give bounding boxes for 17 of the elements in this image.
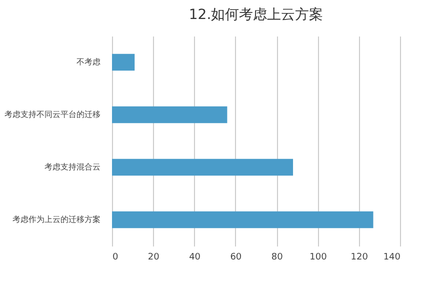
bar <box>112 54 135 71</box>
x-tick-label: 20 <box>148 252 160 262</box>
y-tick-label: 考虑支持混合云 <box>44 162 100 172</box>
bar <box>112 158 294 176</box>
x-tick-label: 140 <box>383 252 401 262</box>
x-tick-label: 80 <box>271 252 284 262</box>
y-tick-label: 不考虑 <box>76 57 100 66</box>
x-tick-label: 120 <box>350 252 368 262</box>
x-tick-label: 40 <box>189 252 201 262</box>
bar <box>112 106 228 124</box>
y-tick-label: 考虑作为上云的迁移方案 <box>12 214 100 224</box>
chart-title: 12.如何考虑上云方案 <box>188 6 324 23</box>
bar <box>112 211 374 228</box>
y-tick-label: 考虑支持不同云平台的迁移 <box>4 110 100 119</box>
x-tick-label: 100 <box>310 252 328 262</box>
x-tick-label: 0 <box>112 252 118 262</box>
x-tick-label: 60 <box>230 252 242 262</box>
